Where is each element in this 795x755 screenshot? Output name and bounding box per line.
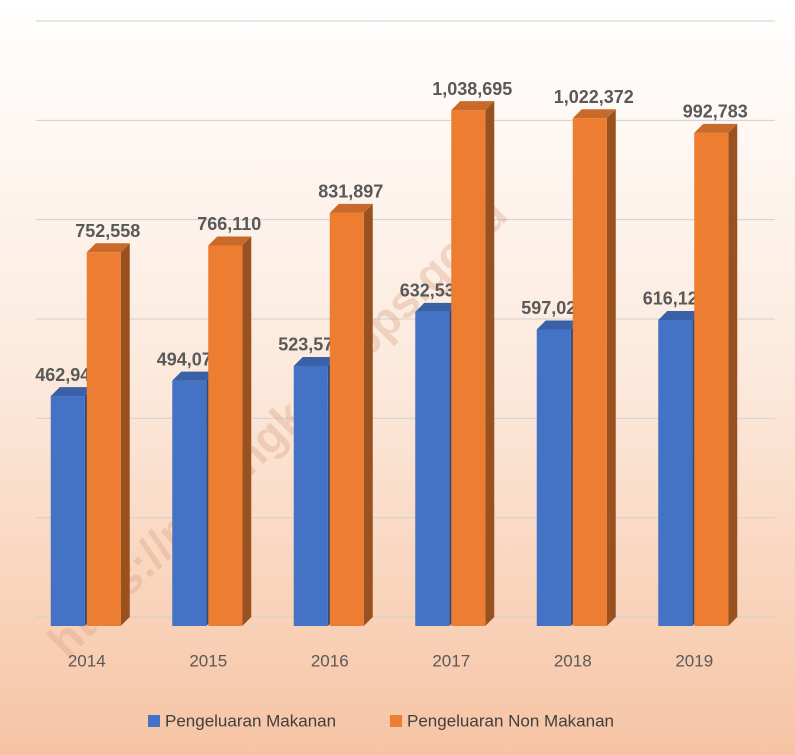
data-label: 523,578: [278, 335, 343, 355]
data-label: 1,022,372: [554, 87, 634, 107]
bar: [86, 252, 121, 626]
data-label: 831,897: [318, 182, 383, 202]
bar: [415, 311, 450, 626]
legend-label: Pengeluaran Makanan: [165, 711, 336, 730]
legend-swatch: [390, 715, 402, 727]
bar-side: [242, 236, 252, 626]
bar-top: [172, 371, 216, 381]
bar: [658, 319, 693, 626]
bar-top: [208, 236, 252, 246]
bar-side: [728, 123, 738, 626]
bar-top: [50, 387, 94, 397]
bar: [172, 380, 207, 626]
x-tick-label: 2014: [68, 651, 106, 670]
bar: [536, 329, 571, 626]
x-tick-label: 2017: [432, 651, 470, 670]
bar-top: [293, 356, 337, 366]
bar: [293, 365, 328, 626]
data-label: 992,783: [683, 102, 748, 122]
x-tick-label: 2016: [311, 651, 349, 670]
data-label: 766,110: [197, 214, 261, 234]
bar: [451, 110, 486, 627]
bar: [208, 245, 243, 626]
data-label: 462,944: [35, 365, 100, 385]
bar-top: [694, 123, 738, 133]
bar-top: [86, 243, 130, 253]
bar-side: [120, 243, 130, 626]
bar-top: [329, 203, 373, 213]
data-label: 1,038,695: [432, 79, 512, 99]
bar-side: [363, 203, 373, 626]
bar: [572, 118, 607, 626]
data-label: 632,530: [400, 281, 465, 301]
bar-top: [451, 101, 495, 111]
bar-side: [606, 109, 616, 626]
x-tick-label: 2019: [675, 651, 713, 670]
bar: [50, 396, 85, 626]
data-label: 494,076: [157, 349, 222, 369]
bar-side: [485, 101, 495, 627]
x-tick-label: 2015: [189, 651, 227, 670]
data-label: 752,558: [75, 221, 140, 241]
bar: [329, 212, 364, 626]
legend-swatch: [148, 715, 160, 727]
bar-top: [415, 302, 459, 312]
legend-label: Pengeluaran Non Makanan: [407, 711, 614, 730]
bar: [694, 132, 729, 626]
data-label: 597,020: [521, 298, 586, 318]
data-label: 616,123: [643, 289, 708, 309]
bar-top: [658, 310, 702, 320]
bar-top: [536, 320, 580, 330]
x-tick-label: 2018: [554, 651, 592, 670]
bar-top: [572, 109, 616, 119]
